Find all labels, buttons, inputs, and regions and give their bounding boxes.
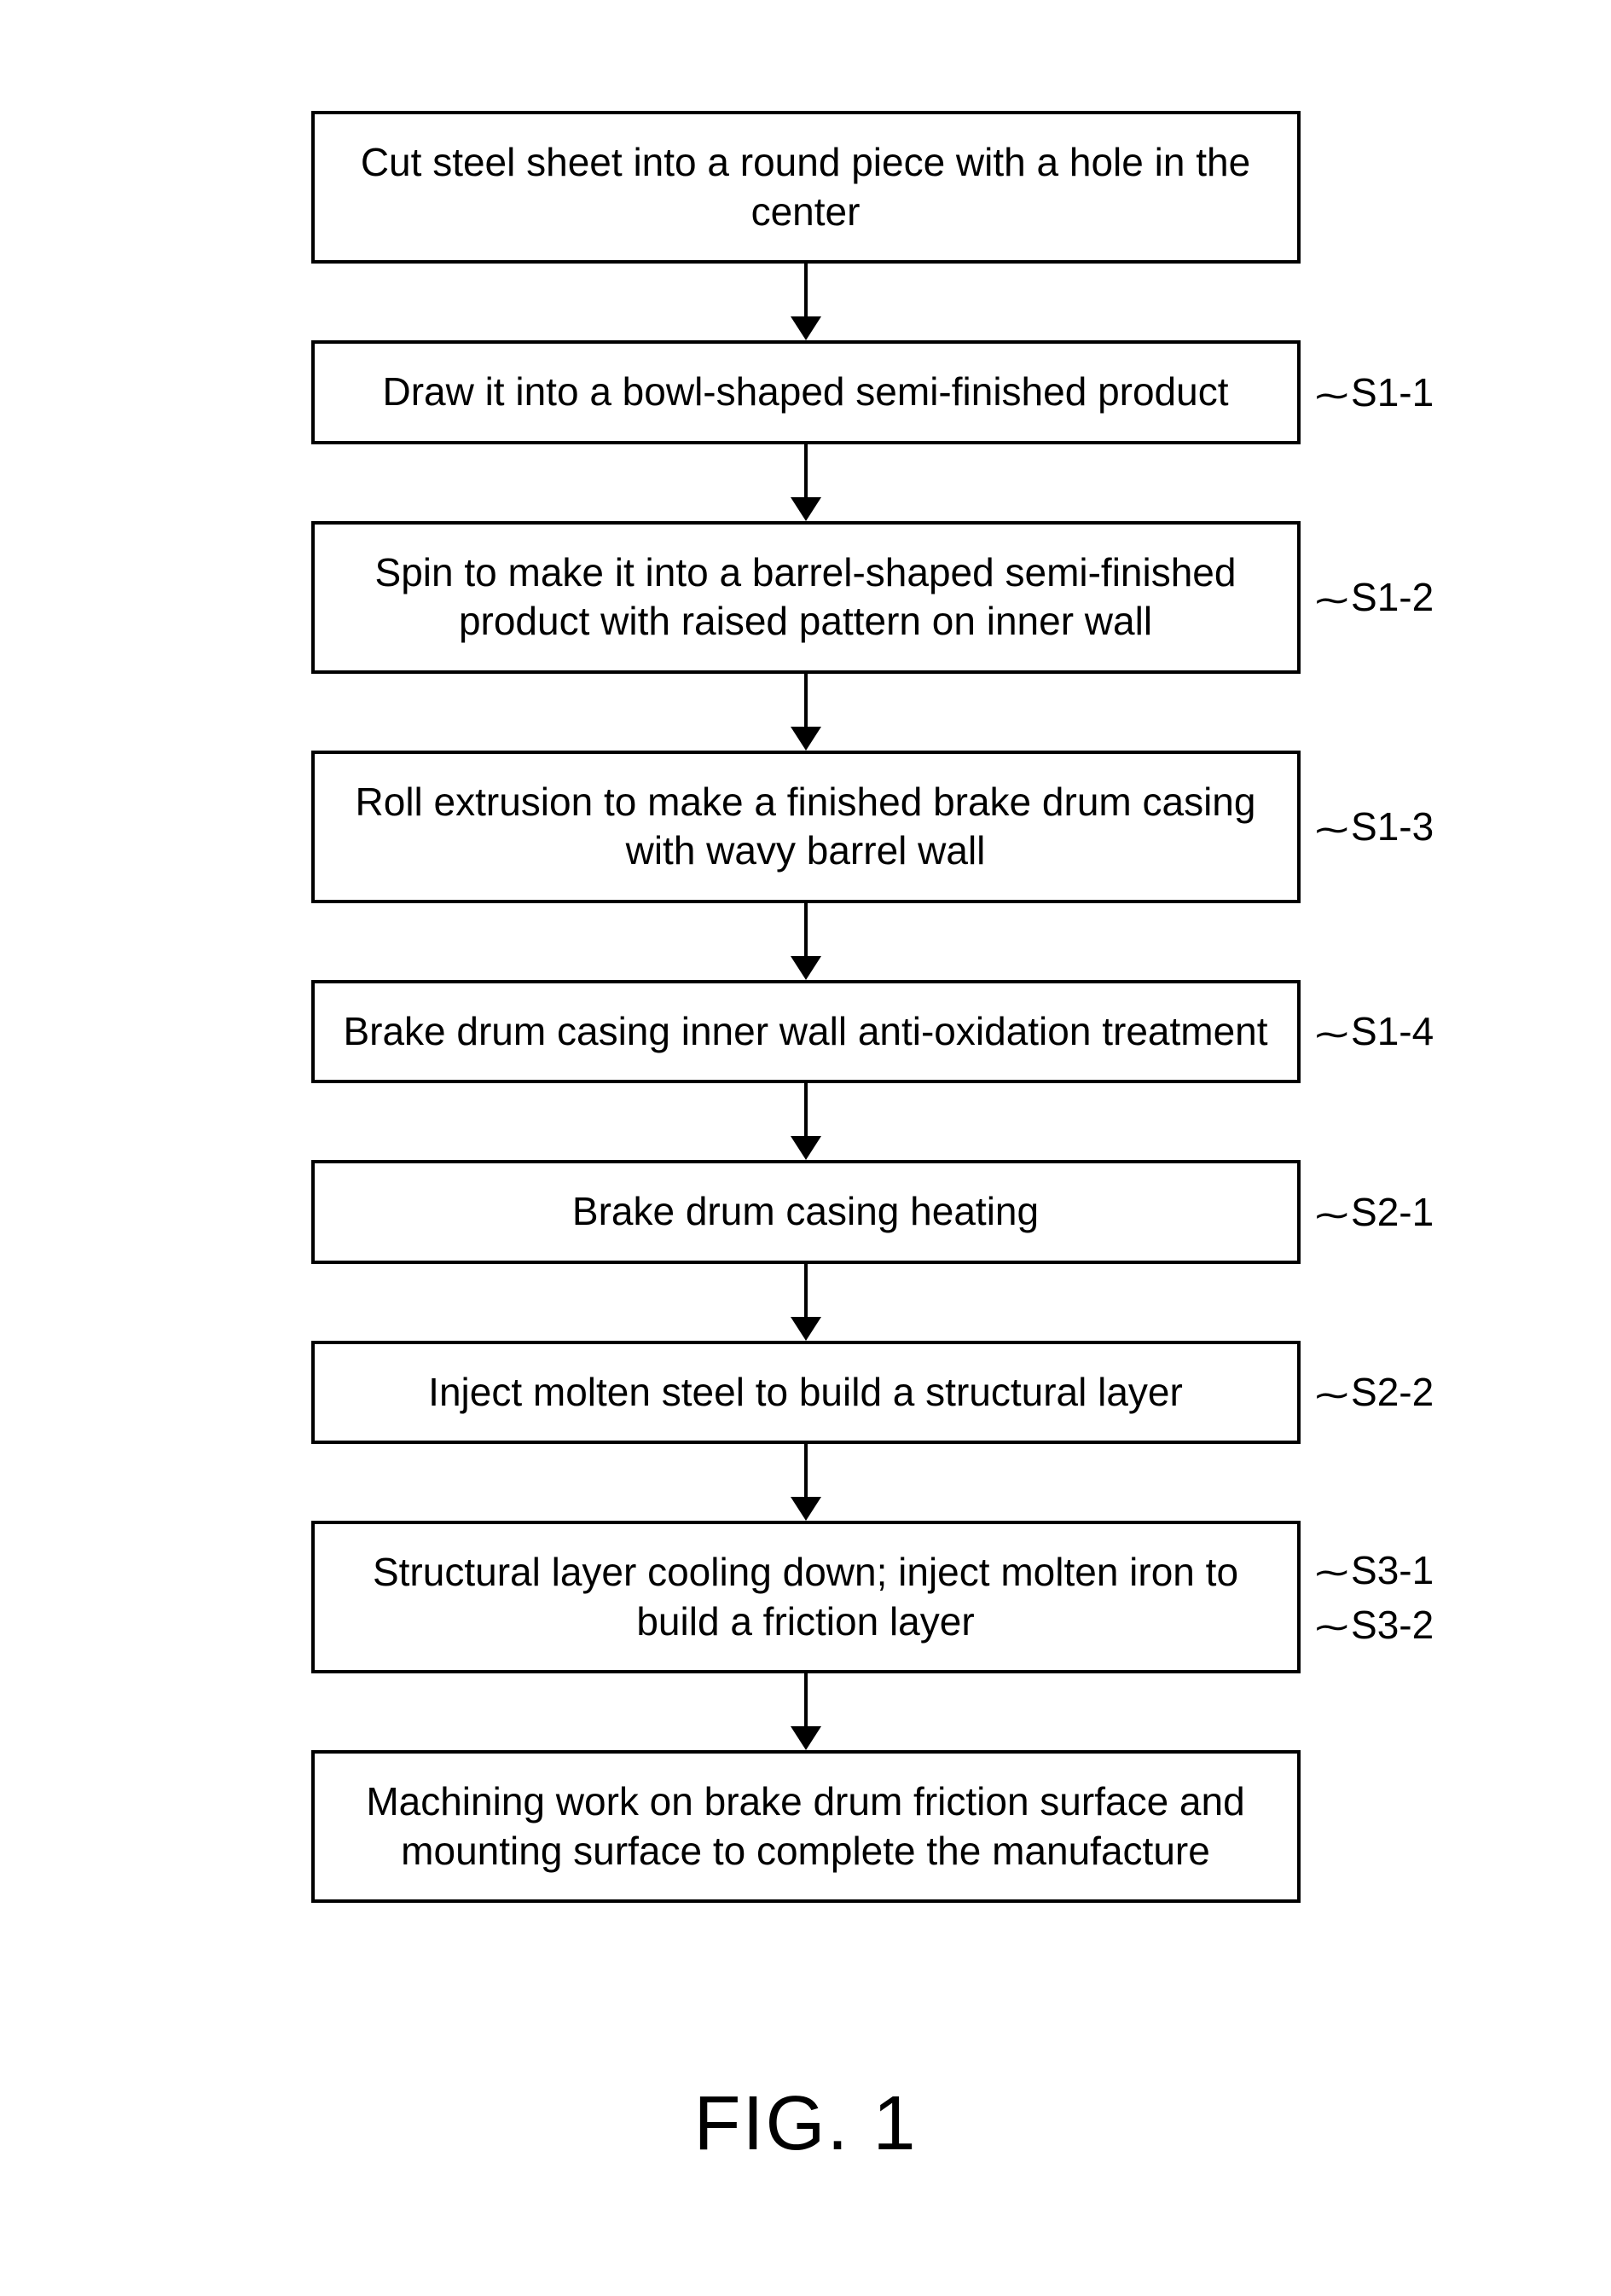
flow-step-label-text: S1-4: [1351, 1009, 1434, 1053]
flow-step-text: Structural layer cooling down; inject mo…: [340, 1548, 1272, 1646]
flow-arrow: [791, 1673, 821, 1750]
flow-step-label: ∼S1-1: [1318, 369, 1434, 415]
flow-step: Inject molten steel to build a structura…: [124, 1341, 1488, 1445]
flow-step: Spin to make it into a barrel-shaped sem…: [124, 521, 1488, 674]
flow-arrow: [791, 903, 821, 980]
flow-step: Roll extrusion to make a finished brake …: [124, 751, 1488, 903]
flow-step-label-text: S3-1: [1351, 1548, 1434, 1592]
flow-step-label-text: S1-2: [1351, 575, 1434, 619]
flow-arrow: [791, 1444, 821, 1521]
flow-step-box: Brake drum casing inner wall anti-oxidat…: [311, 980, 1301, 1084]
flow-step-label: ∼S1-2: [1318, 574, 1434, 620]
flow-arrow: [791, 674, 821, 751]
flow-step: Cut steel sheet into a round piece with …: [124, 111, 1488, 264]
flow-step-text: Cut steel sheet into a round piece with …: [340, 138, 1272, 236]
flow-arrow: [791, 1083, 821, 1160]
flow-step-label-text: S3-2: [1351, 1603, 1434, 1647]
flow-step: Brake drum casing heating ∼S2-1: [124, 1160, 1488, 1264]
flow-step-box: Inject molten steel to build a structura…: [311, 1341, 1301, 1445]
flow-step-label: ∼S1-3: [1318, 803, 1434, 849]
flowchart-container: Cut steel sheet into a round piece with …: [124, 111, 1488, 1903]
flow-step-box: Structural layer cooling down; inject mo…: [311, 1521, 1301, 1673]
flow-step-text: Draw it into a bowl-shaped semi-finished…: [382, 368, 1228, 417]
flow-step-text: Roll extrusion to make a finished brake …: [340, 778, 1272, 876]
flow-step-text: Brake drum casing heating: [572, 1187, 1039, 1237]
flow-step-box: Cut steel sheet into a round piece with …: [311, 111, 1301, 264]
flow-step: Draw it into a bowl-shaped semi-finished…: [124, 340, 1488, 444]
flow-arrow: [791, 444, 821, 521]
flow-step-box: Roll extrusion to make a finished brake …: [311, 751, 1301, 903]
flow-step-label-text: S1-1: [1351, 370, 1434, 415]
flow-step-text: Inject molten steel to build a structura…: [428, 1368, 1183, 1418]
flow-step-label-text: S2-1: [1351, 1190, 1434, 1234]
flow-step-box: Brake drum casing heating: [311, 1160, 1301, 1264]
flow-step-box: Spin to make it into a barrel-shaped sem…: [311, 521, 1301, 674]
flow-step: Brake drum casing inner wall anti-oxidat…: [124, 980, 1488, 1084]
flow-step-label: ∼S3-1 ∼S3-2: [1318, 1547, 1434, 1648]
flow-arrow: [791, 264, 821, 340]
flow-step-box: Machining work on brake drum friction su…: [311, 1750, 1301, 1903]
flow-step: Structural layer cooling down; inject mo…: [124, 1521, 1488, 1673]
figure-caption: FIG. 1: [693, 2080, 917, 2168]
flow-arrow: [791, 1264, 821, 1341]
flow-step-label: ∼S1-4: [1318, 1008, 1434, 1054]
flow-step-text: Machining work on brake drum friction su…: [340, 1777, 1272, 1876]
flow-step-label: ∼S2-2: [1318, 1369, 1434, 1415]
flow-step-text: Spin to make it into a barrel-shaped sem…: [340, 548, 1272, 646]
flow-step-label-text: S2-2: [1351, 1370, 1434, 1414]
flow-step-label-text: S1-3: [1351, 804, 1434, 849]
flow-step-label: ∼S2-1: [1318, 1189, 1434, 1235]
flow-step-text: Brake drum casing inner wall anti-oxidat…: [343, 1007, 1267, 1057]
flow-step-box: Draw it into a bowl-shaped semi-finished…: [311, 340, 1301, 444]
flow-step: Machining work on brake drum friction su…: [124, 1750, 1488, 1903]
